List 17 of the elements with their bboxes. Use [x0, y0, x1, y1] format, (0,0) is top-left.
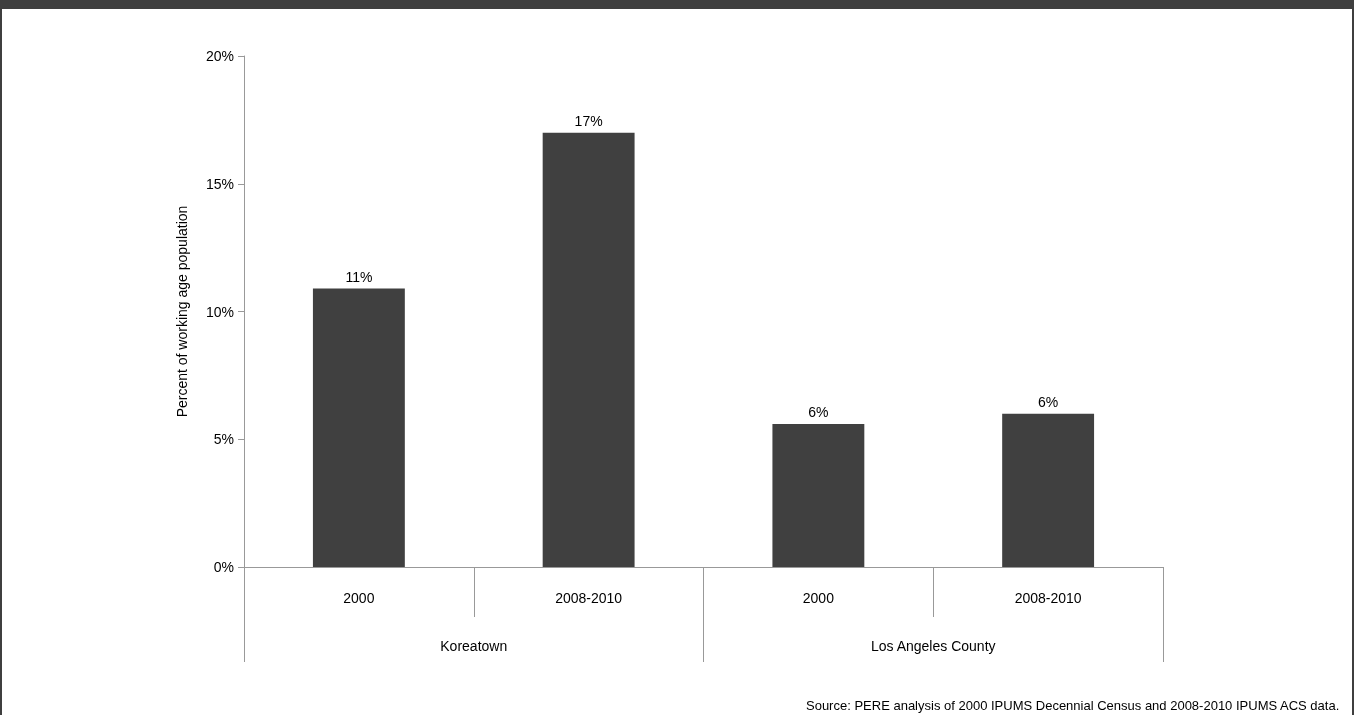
y-tick-label: 20%: [205, 48, 234, 64]
data-label: 11%: [345, 268, 373, 285]
data-label: 6%: [1038, 393, 1059, 410]
source-note: Source: PERE analysis of 2000 IPUMS Decennial Census and 2008-2010 IPUMS ACS data.: [805, 698, 1340, 713]
x-tick-label: 2000: [343, 590, 375, 606]
text: Koreatown: [440, 638, 508, 654]
y-axis-title: Percent of working age population: [174, 205, 190, 418]
x-tick-label: 2008-2010: [555, 590, 623, 606]
y-tick-label: 0%: [213, 559, 234, 575]
x-tick-label: 2000: [802, 590, 835, 606]
data-label: 17%: [574, 112, 603, 129]
y-tick-label: 10%: [205, 303, 234, 320]
data-label: 6%: [808, 403, 829, 420]
y-tick-label: 5%: [213, 431, 234, 448]
y-tick-label: 15%: [205, 175, 234, 192]
text: Los Angeles County: [870, 638, 996, 654]
x-tick-label: 2008-2010: [1014, 590, 1082, 606]
